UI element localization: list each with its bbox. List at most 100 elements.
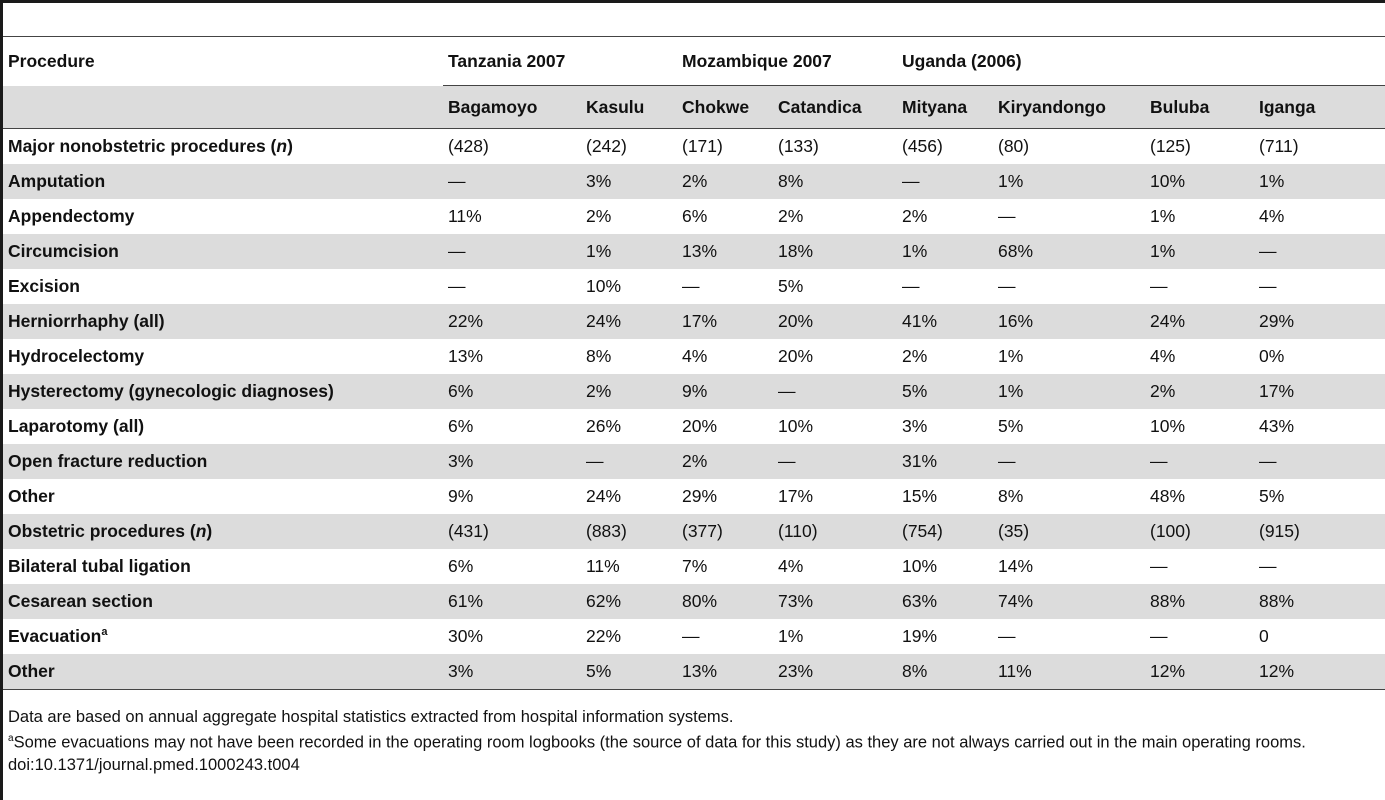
cell-value: 11% bbox=[993, 654, 1145, 690]
table-row: Major nonobstetric procedures (n) (428) (2… bbox=[3, 129, 1385, 165]
cell-value: — bbox=[897, 164, 993, 199]
table-row: Bilateral tubal ligation 6% 11% 7% 4% 10% 14% —… bbox=[3, 549, 1385, 584]
row-label: Other bbox=[3, 654, 443, 690]
cell-value: 1% bbox=[1254, 164, 1385, 199]
row-label: Herniorrhaphy (all) bbox=[3, 304, 443, 339]
cell-value: — bbox=[1254, 444, 1385, 479]
cell-value: — bbox=[773, 374, 897, 409]
table-row: Hysterectomy (gynecologic diagnoses) 6% 2%… bbox=[3, 374, 1385, 409]
cell-value: (133) bbox=[778, 136, 819, 156]
cell-value: 18% bbox=[773, 234, 897, 269]
cell-value: 6% bbox=[443, 374, 581, 409]
table-row: Hydrocelectomy 13% 8% 4% 20% 2% 1% 4% 0% bbox=[3, 339, 1385, 374]
cell-value: 10% bbox=[1145, 164, 1254, 199]
cell-value: 1% bbox=[998, 346, 1024, 366]
cell-value: (80) bbox=[998, 136, 1030, 156]
cell-value: 62% bbox=[581, 584, 677, 619]
table-row: Other 3% 5% 13% 23% 8% 11% 12% 12% bbox=[3, 654, 1385, 690]
cell-value: 1% bbox=[778, 626, 804, 646]
cell-value: 1% bbox=[1145, 234, 1254, 269]
cell-value: 68% bbox=[993, 234, 1145, 269]
table-row: Appendectomy 11% 2% 6% 2% 2% — 1% 4% bbox=[3, 199, 1385, 234]
cell-value: — bbox=[773, 444, 897, 479]
cell-value: (915) bbox=[1254, 514, 1385, 549]
cell-value: — bbox=[998, 276, 1016, 296]
cell-value: 1% bbox=[1150, 206, 1176, 226]
cell-value: (110) bbox=[773, 514, 897, 549]
doi-text: doi:10.1371/journal.pmed.1000243.t004 bbox=[8, 755, 300, 774]
left-border bbox=[0, 0, 3, 800]
cell-value: 8% bbox=[998, 486, 1024, 506]
cell-value: 24% bbox=[1145, 304, 1254, 339]
cell-value: (883) bbox=[581, 514, 677, 549]
cell-value: 11% bbox=[448, 206, 482, 226]
row-label: Open fracture reduction bbox=[3, 444, 443, 479]
column-header: Chokwe bbox=[677, 85, 773, 129]
cell-value: (754) bbox=[897, 514, 993, 549]
cell-value: (100) bbox=[1145, 514, 1254, 549]
cell-value: 30% bbox=[448, 626, 484, 646]
column-header: Iganga bbox=[1254, 85, 1385, 129]
row-label: Amputation bbox=[3, 164, 443, 199]
cell-value: 2% bbox=[902, 206, 928, 226]
table-row: Herniorrhaphy (all) 22% 24% 17% 20% 41% 16% 24%… bbox=[3, 304, 1385, 339]
cell-value: 3% bbox=[902, 416, 928, 436]
row-label: Hydrocelectomy bbox=[8, 346, 145, 366]
cell-value: 61% bbox=[443, 584, 581, 619]
table-row: Amputation —3% 2% 8% —1% 10% 1% bbox=[3, 164, 1385, 199]
cell-value: — bbox=[581, 444, 677, 479]
cell-value: 1% bbox=[897, 234, 993, 269]
cell-value: 73% bbox=[773, 584, 897, 619]
procedure-header: Procedure bbox=[3, 36, 443, 86]
cell-value: 10% bbox=[586, 276, 622, 296]
group-header-tanzania: Tanzania 2007 bbox=[443, 36, 677, 86]
column-header: Buluba bbox=[1145, 85, 1254, 129]
cell-value: (171) bbox=[682, 136, 723, 156]
cell-value: — bbox=[443, 234, 581, 269]
cell-value: (242) bbox=[586, 136, 627, 156]
header-group-row: Procedure Tanzania 2007 Mozambique 2007 … bbox=[3, 36, 1385, 86]
cell-value: — bbox=[902, 276, 920, 296]
cell-value: 5% bbox=[1259, 486, 1285, 506]
cell-value: 9% bbox=[677, 374, 773, 409]
cell-value: — bbox=[998, 206, 1016, 226]
column-header: Mityana bbox=[897, 85, 993, 129]
row-label: Appendectomy bbox=[8, 206, 135, 226]
row-label: Excision bbox=[8, 276, 80, 296]
row-label: Hysterectomy (gynecologic diagnoses) bbox=[3, 374, 443, 409]
table-row: Obstetric procedures (n) (431) (883) (377)(… bbox=[3, 514, 1385, 549]
cell-value: 14% bbox=[998, 556, 1034, 576]
cell-value: (125) bbox=[1150, 136, 1191, 156]
cell-value: 88% bbox=[1145, 584, 1254, 619]
cell-value: (35) bbox=[993, 514, 1145, 549]
cell-value: — bbox=[993, 444, 1145, 479]
cell-value: 5% bbox=[581, 654, 677, 690]
cell-value: — bbox=[682, 626, 700, 646]
cell-value: 4% bbox=[1150, 346, 1176, 366]
table-row: Circumcision —1% 13% 18% 1% 68% 1% — bbox=[3, 234, 1385, 269]
cell-value: — bbox=[1254, 234, 1385, 269]
cell-value: — bbox=[682, 276, 700, 296]
table-row: Excision — 10% — 5% — — — — bbox=[3, 269, 1385, 304]
cell-value: 3% bbox=[443, 444, 581, 479]
cell-value: 2% bbox=[677, 164, 773, 199]
cell-value: 8% bbox=[586, 346, 612, 366]
table-body: Major nonobstetric procedures (n) (428) (2… bbox=[3, 129, 1385, 690]
cell-value: — bbox=[1259, 556, 1277, 576]
footnote-source: Data are based on annual aggregate hospi… bbox=[8, 708, 734, 726]
row-label: Other bbox=[8, 486, 55, 506]
cell-value: 6% bbox=[448, 556, 474, 576]
cell-value: 80% bbox=[677, 584, 773, 619]
cell-value: 13% bbox=[677, 654, 773, 690]
cell-value: 41% bbox=[897, 304, 993, 339]
cell-value: (377) bbox=[677, 514, 773, 549]
row-label: Major nonobstetric procedures (n) bbox=[8, 136, 293, 156]
cell-value: 63% bbox=[897, 584, 993, 619]
cell-value: 20% bbox=[778, 346, 814, 366]
cell-value: 3% bbox=[443, 654, 581, 690]
table-row: Open fracture reduction 3% —2% —31% — — — bbox=[3, 444, 1385, 479]
cell-value: 6% bbox=[448, 416, 474, 436]
cell-value: 74% bbox=[993, 584, 1145, 619]
cell-value: (711) bbox=[1259, 136, 1299, 156]
cell-value: 8% bbox=[897, 654, 993, 690]
